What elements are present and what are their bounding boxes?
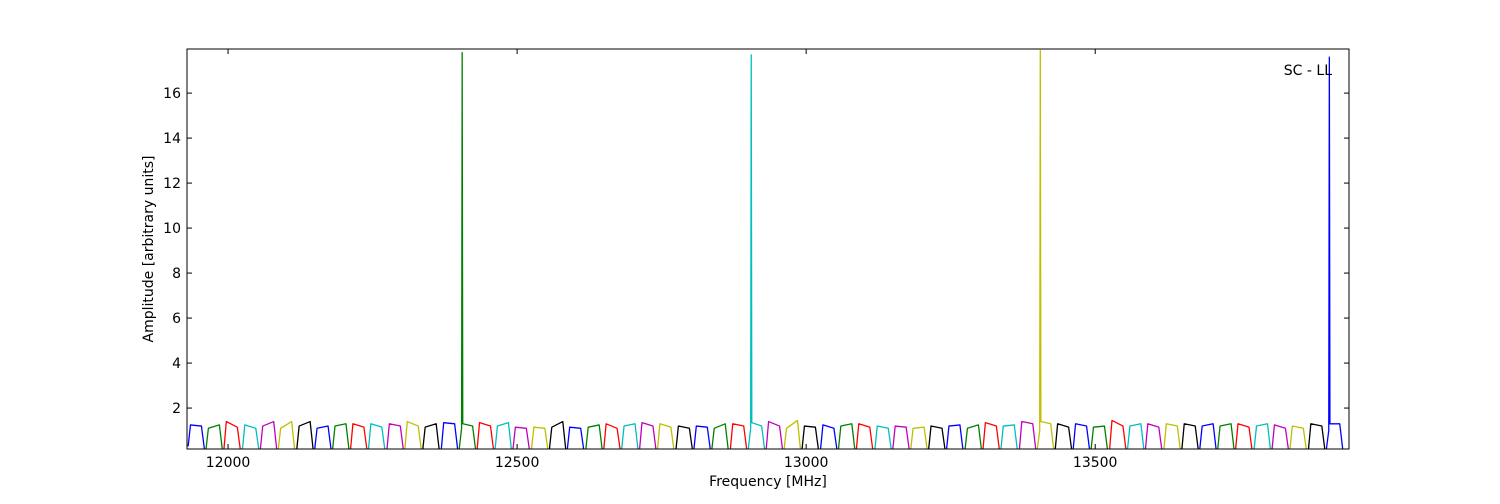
y-tick-label: 8 [172, 266, 181, 282]
y-tick-label: 4 [172, 356, 181, 372]
x-tick-label: 13500 [1073, 455, 1118, 471]
x-tick-label: 13000 [784, 455, 829, 471]
x-tick-label: 12500 [495, 455, 540, 471]
spectrum-line [259, 420, 1289, 449]
x-axis-label: Frequency [MHz] [709, 474, 827, 490]
y-tick-label: 14 [163, 131, 181, 147]
spectrum-line [187, 56, 1344, 449]
y-tick-label: 10 [163, 221, 181, 237]
annotation: SC - LL [1284, 63, 1332, 79]
x-tick-label: 12000 [206, 455, 251, 471]
spectrum-line [296, 420, 1326, 449]
axes-frame [186, 48, 1350, 450]
y-tick-label: 2 [172, 401, 181, 417]
y-axis-label: Amplitude [arbitrary units] [141, 156, 157, 343]
spectrum-line [205, 51, 1235, 449]
spectrum-line [223, 419, 1253, 449]
spectrum-line [277, 49, 1307, 449]
y-tick-label: 6 [172, 311, 181, 327]
y-tick-label: 16 [163, 86, 181, 102]
spectrum-line [241, 54, 1272, 449]
plot-area [187, 49, 1344, 449]
y-tick-label: 12 [163, 176, 181, 192]
